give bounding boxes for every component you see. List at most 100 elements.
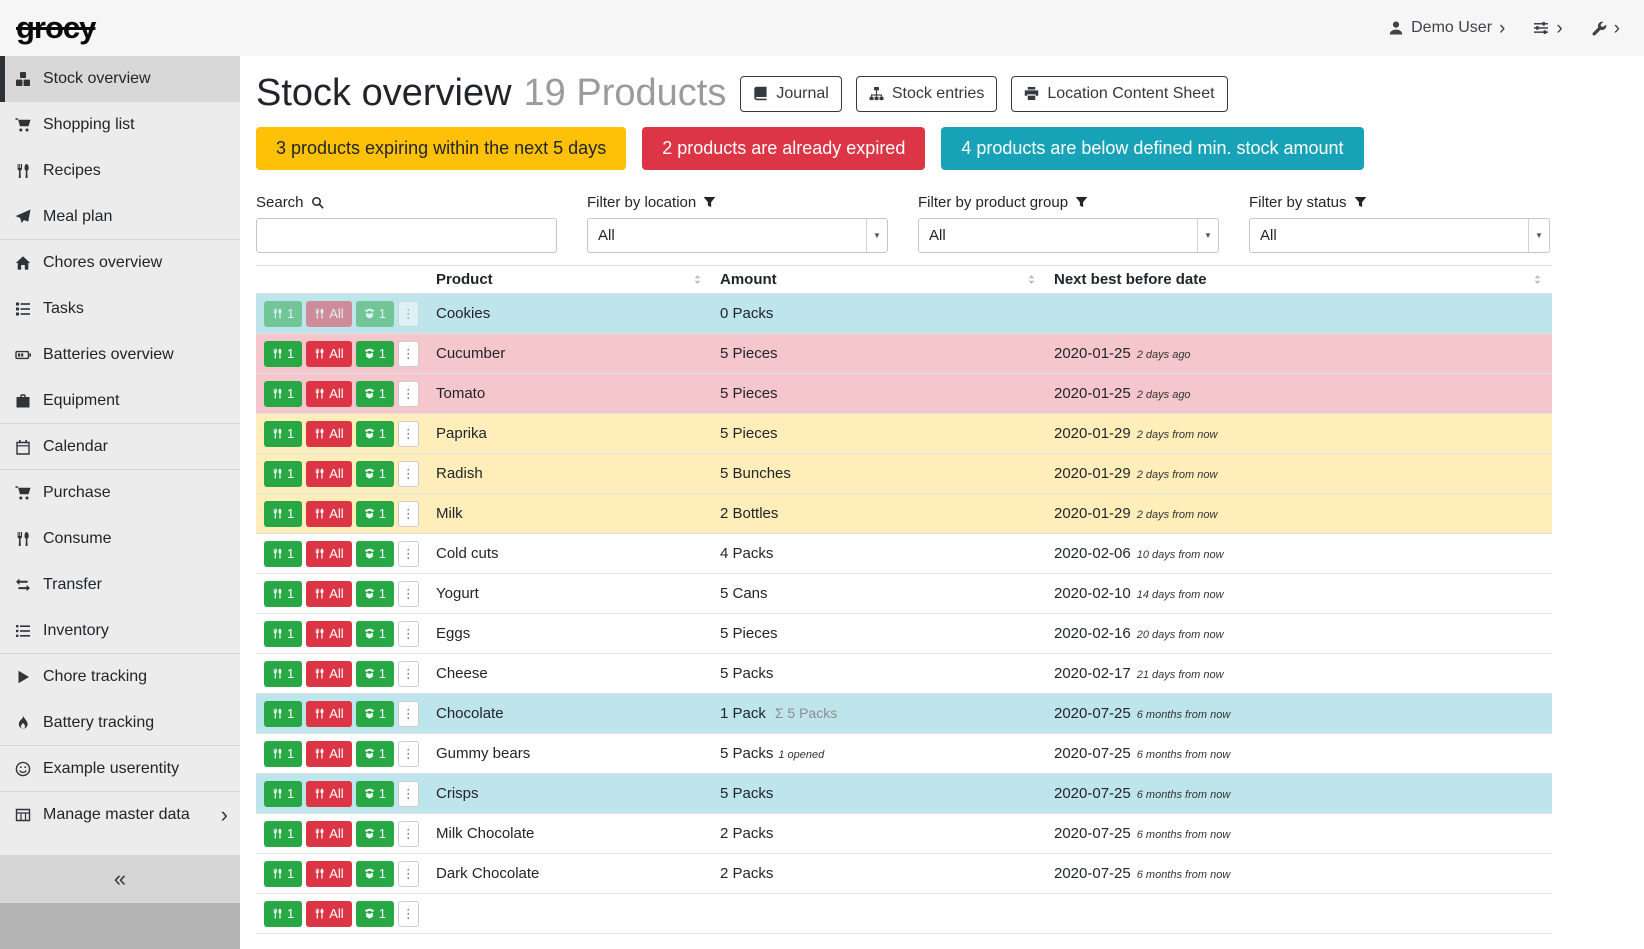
danger-banner[interactable]: 2 products are already expired bbox=[642, 127, 926, 170]
row-menu-button[interactable]: ⋮ bbox=[397, 820, 419, 847]
row-menu-button[interactable]: ⋮ bbox=[397, 540, 419, 567]
settings-menu[interactable]: › bbox=[1533, 19, 1563, 38]
consume-one-button[interactable]: 1 bbox=[264, 340, 303, 367]
consume-one-button[interactable]: 1 bbox=[264, 860, 303, 887]
open-one-button[interactable]: 1 bbox=[355, 300, 394, 327]
open-one-button[interactable]: 1 bbox=[355, 620, 394, 647]
consume-all-button[interactable]: All bbox=[306, 700, 352, 727]
consume-one-button[interactable]: 1 bbox=[264, 380, 303, 407]
sidebar-item-battery-tracking[interactable]: Battery tracking bbox=[0, 700, 240, 746]
consume-one-button[interactable]: 1 bbox=[264, 500, 303, 527]
open-one-button[interactable]: 1 bbox=[355, 820, 394, 847]
row-menu-button[interactable]: ⋮ bbox=[397, 700, 419, 727]
open-one-button[interactable]: 1 bbox=[355, 900, 394, 927]
open-one-button[interactable]: 1 bbox=[355, 700, 394, 727]
open-one-button[interactable]: 1 bbox=[355, 540, 394, 567]
sidebar-item-calendar[interactable]: Calendar bbox=[0, 424, 240, 470]
admin-tools-menu[interactable]: › bbox=[1591, 19, 1620, 38]
consume-all-button[interactable]: All bbox=[306, 820, 352, 847]
sidebar-item-label: Chores overview bbox=[43, 254, 163, 271]
sidebar-item-chores-overview[interactable]: Chores overview bbox=[0, 240, 240, 286]
open-one-button[interactable]: 1 bbox=[355, 460, 394, 487]
row-menu-button[interactable]: ⋮ bbox=[397, 740, 419, 767]
consume-all-button[interactable]: All bbox=[306, 460, 352, 487]
consume-one-button[interactable]: 1 bbox=[264, 460, 303, 487]
consume-all-button[interactable]: All bbox=[306, 580, 352, 607]
sidebar-item-tasks[interactable]: Tasks bbox=[0, 286, 240, 332]
row-menu-button[interactable]: ⋮ bbox=[397, 300, 419, 327]
sidebar-item-batteries-overview[interactable]: Batteries overview bbox=[0, 332, 240, 378]
sidebar-item-chore-tracking[interactable]: Chore tracking bbox=[0, 654, 240, 700]
consume-one-button[interactable]: 1 bbox=[264, 820, 303, 847]
row-menu-button[interactable]: ⋮ bbox=[397, 900, 419, 927]
sidebar-item-example-userentity[interactable]: Example userentity bbox=[0, 746, 240, 792]
consume-all-button[interactable]: All bbox=[306, 380, 352, 407]
row-menu-button[interactable]: ⋮ bbox=[397, 500, 419, 527]
consume-one-button[interactable]: 1 bbox=[264, 300, 303, 327]
row-menu-button[interactable]: ⋮ bbox=[397, 380, 419, 407]
consume-one-button[interactable]: 1 bbox=[264, 420, 303, 447]
row-menu-button[interactable]: ⋮ bbox=[397, 780, 419, 807]
open-one-button[interactable]: 1 bbox=[355, 380, 394, 407]
row-menu-button[interactable]: ⋮ bbox=[397, 660, 419, 687]
open-one-button[interactable]: 1 bbox=[355, 500, 394, 527]
warning-banner[interactable]: 3 products expiring within the next 5 da… bbox=[256, 127, 627, 170]
sidebar-item-stock-overview[interactable]: Stock overview bbox=[0, 56, 240, 102]
date-column-header[interactable]: Next best before date bbox=[1046, 265, 1552, 294]
user-menu[interactable]: Demo User › bbox=[1388, 19, 1505, 38]
row-menu-button[interactable]: ⋮ bbox=[397, 860, 419, 887]
sidebar-item-shopping-list[interactable]: Shopping list bbox=[0, 102, 240, 148]
open-one-button[interactable]: 1 bbox=[355, 660, 394, 687]
stock-entries-button[interactable]: Stock entries bbox=[855, 75, 998, 112]
consume-one-button[interactable]: 1 bbox=[264, 540, 303, 567]
consume-all-button[interactable]: All bbox=[306, 340, 352, 367]
sidebar-item-recipes[interactable]: Recipes bbox=[0, 148, 240, 194]
location-content-sheet-button[interactable]: Location Content Sheet bbox=[1011, 75, 1228, 112]
amount-column-header[interactable]: Amount bbox=[712, 265, 1046, 294]
consume-all-button[interactable]: All bbox=[306, 500, 352, 527]
info-banner[interactable]: 4 products are below defined min. stock … bbox=[941, 127, 1364, 170]
sidebar-item-meal-plan[interactable]: Meal plan bbox=[0, 194, 240, 240]
consume-all-button[interactable]: All bbox=[306, 780, 352, 807]
open-one-button[interactable]: 1 bbox=[355, 580, 394, 607]
consume-all-button[interactable]: All bbox=[306, 860, 352, 887]
consume-all-button[interactable]: All bbox=[306, 620, 352, 647]
consume-all-button[interactable]: All bbox=[306, 540, 352, 567]
consume-one-button[interactable]: 1 bbox=[264, 620, 303, 647]
consume-one-button[interactable]: 1 bbox=[264, 660, 303, 687]
consume-one-button[interactable]: 1 bbox=[264, 700, 303, 727]
open-one-button[interactable]: 1 bbox=[355, 780, 394, 807]
open-one-button[interactable]: 1 bbox=[355, 740, 394, 767]
product-column-header[interactable]: Product bbox=[428, 265, 712, 294]
sidebar-item-label: Transfer bbox=[43, 576, 102, 593]
consume-all-button[interactable]: All bbox=[306, 740, 352, 767]
consume-one-button[interactable]: 1 bbox=[264, 900, 303, 927]
consume-all-button[interactable]: All bbox=[306, 300, 352, 327]
product-group-filter-select[interactable]: All ▼ bbox=[918, 218, 1219, 253]
consume-one-button[interactable]: 1 bbox=[264, 580, 303, 607]
sidebar-item-consume[interactable]: Consume bbox=[0, 516, 240, 562]
consume-all-button[interactable]: All bbox=[306, 420, 352, 447]
journal-button[interactable]: Journal bbox=[740, 75, 842, 112]
row-menu-button[interactable]: ⋮ bbox=[397, 460, 419, 487]
consume-all-button[interactable]: All bbox=[306, 660, 352, 687]
consume-one-button[interactable]: 1 bbox=[264, 780, 303, 807]
sidebar-item-inventory[interactable]: Inventory bbox=[0, 608, 240, 654]
consume-one-button[interactable]: 1 bbox=[264, 740, 303, 767]
sidebar-item-equipment[interactable]: Equipment bbox=[0, 378, 240, 424]
row-menu-button[interactable]: ⋮ bbox=[397, 340, 419, 367]
location-filter-select[interactable]: All ▼ bbox=[587, 218, 888, 253]
open-one-button[interactable]: 1 bbox=[355, 420, 394, 447]
open-one-button[interactable]: 1 bbox=[355, 340, 394, 367]
sidebar-item-purchase[interactable]: Purchase bbox=[0, 470, 240, 516]
collapse-sidebar-button[interactable]: « bbox=[0, 855, 240, 903]
row-menu-button[interactable]: ⋮ bbox=[397, 580, 419, 607]
sidebar-item-manage-master-data[interactable]: Manage master data › bbox=[0, 792, 240, 838]
open-one-button[interactable]: 1 bbox=[355, 860, 394, 887]
status-filter-select[interactable]: All ▼ bbox=[1249, 218, 1550, 253]
consume-all-button[interactable]: All bbox=[306, 900, 352, 927]
search-input[interactable] bbox=[256, 218, 557, 253]
row-menu-button[interactable]: ⋮ bbox=[397, 620, 419, 647]
sidebar-item-transfer[interactable]: Transfer bbox=[0, 562, 240, 608]
row-menu-button[interactable]: ⋮ bbox=[397, 420, 419, 447]
